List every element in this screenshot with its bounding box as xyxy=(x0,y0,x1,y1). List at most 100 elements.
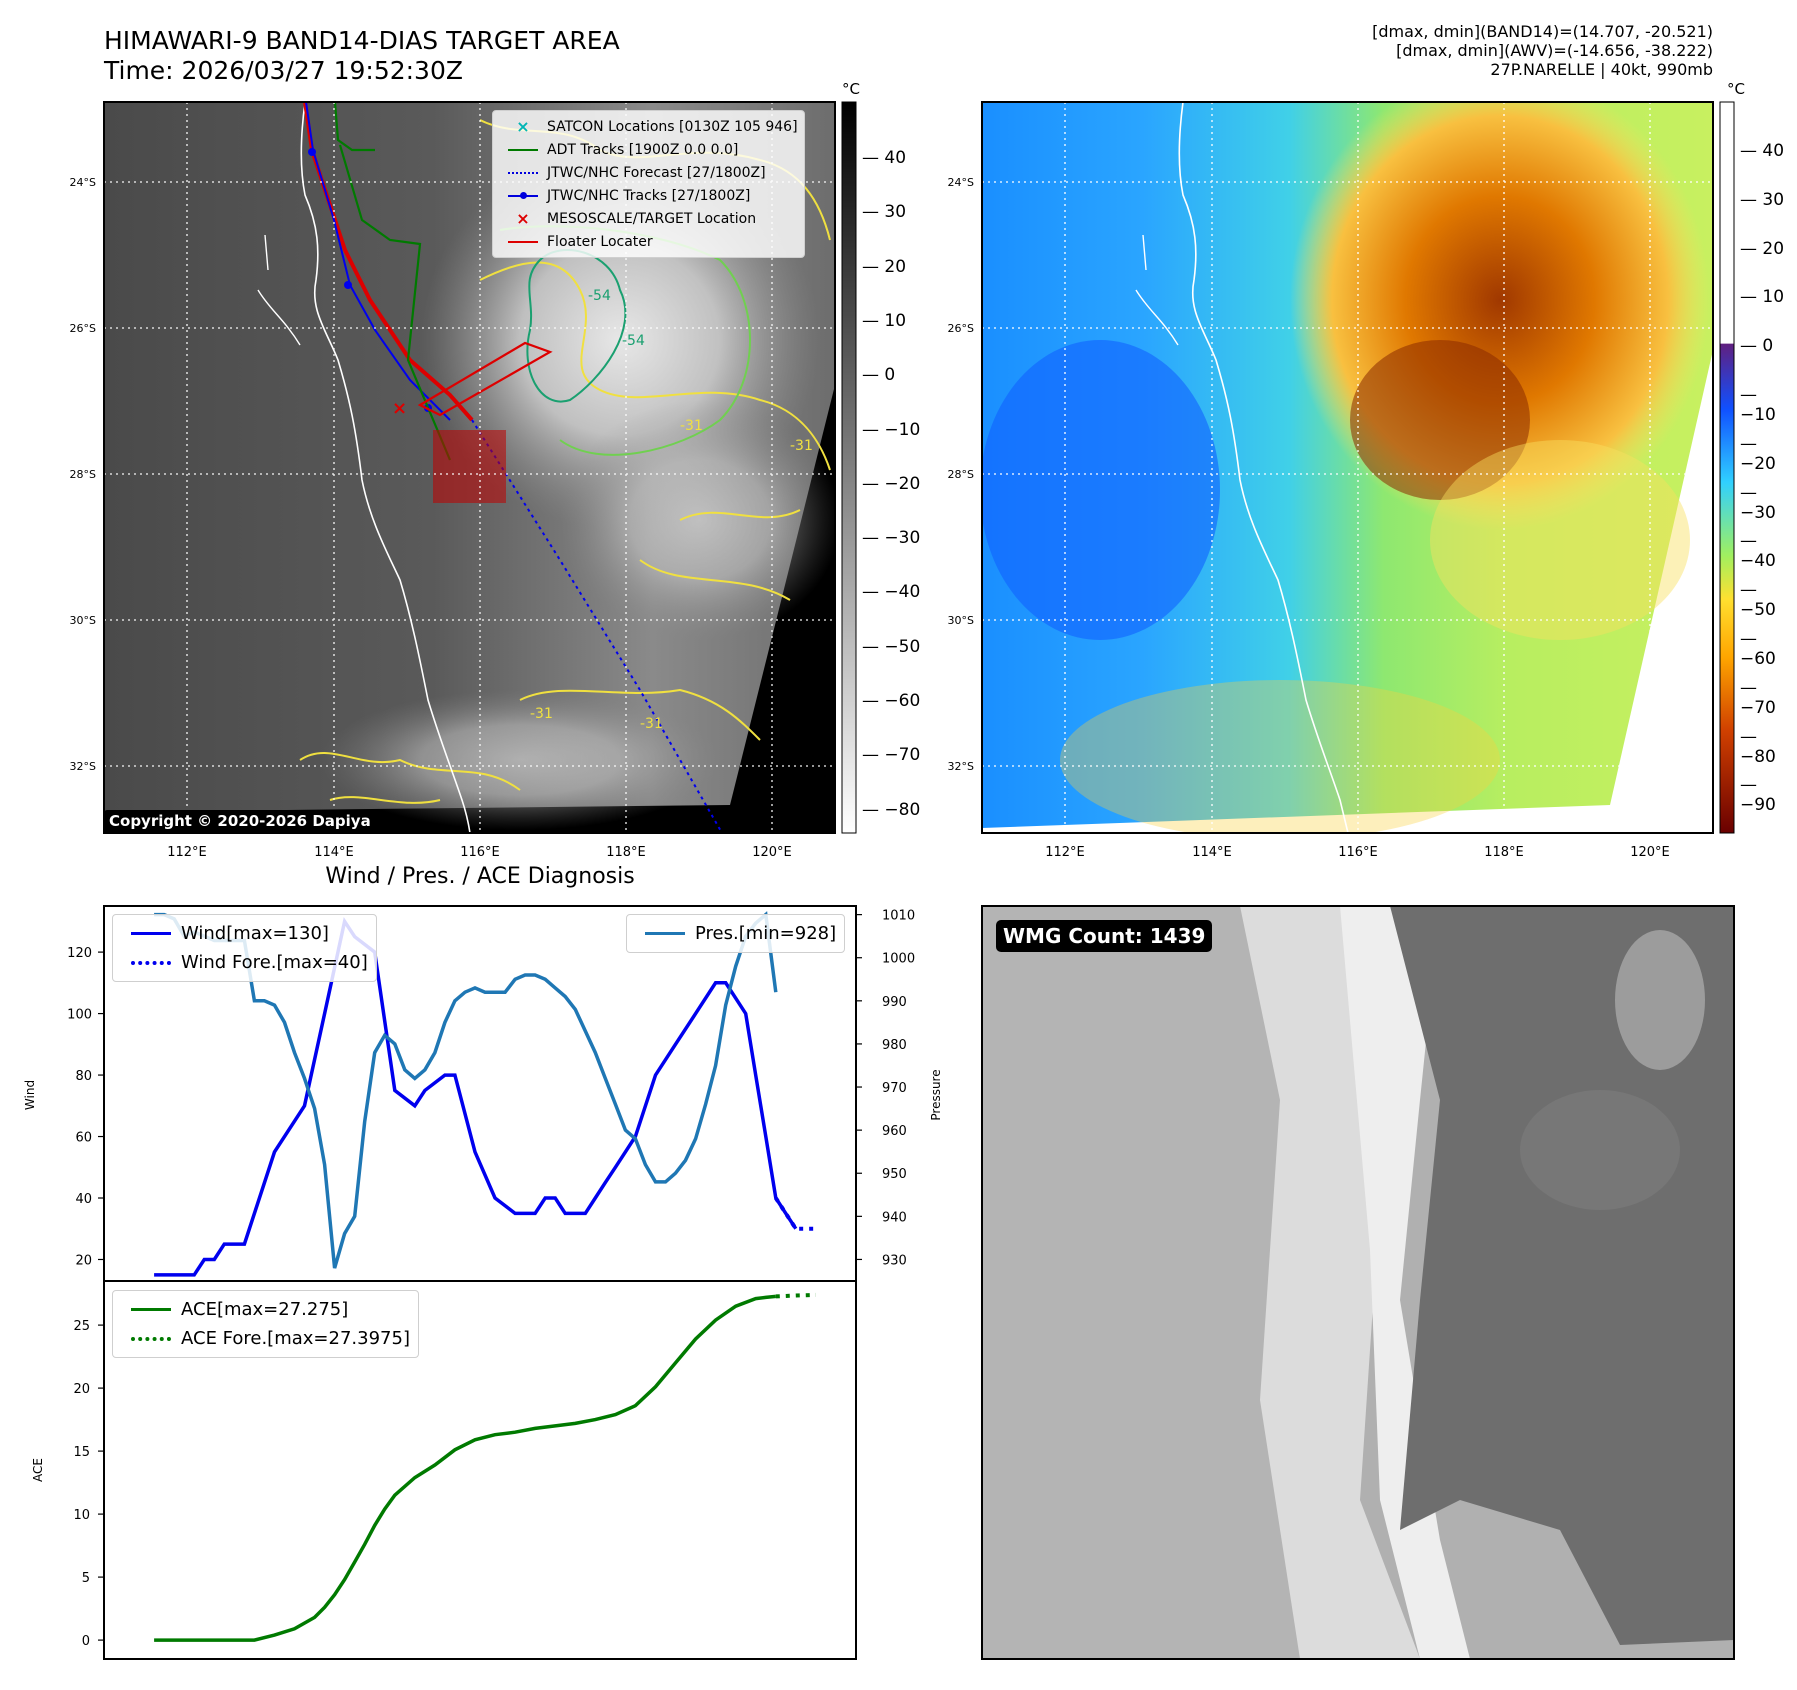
series-line-pres xyxy=(154,911,778,1269)
wind-axis-label: Wind xyxy=(23,1080,37,1110)
wind-tick-label: 100 xyxy=(67,1008,92,1023)
wmg-count-badge: WMG Count: 1439 xyxy=(996,920,1213,952)
colorbar-tick-label: — 40 xyxy=(1740,141,1785,161)
ace-axis-label: ACE xyxy=(31,1458,45,1482)
colorbar-tick-label: — −60 xyxy=(1740,629,1776,669)
color-lat-labels: 24°S 26°S 28°S 30°S 32°S xyxy=(948,176,974,773)
wmg-light-patch xyxy=(1615,930,1705,1070)
color-map-frame xyxy=(981,101,1714,834)
colorbar-tick-label: — −40 xyxy=(862,582,921,603)
pressure-tick-label: 940 xyxy=(882,1210,907,1225)
line-icon xyxy=(121,932,181,935)
legend-item-jtwc-forecast: JTWC/NHC Forecast [27/1800Z] xyxy=(499,161,798,184)
legend-label: Floater Locater xyxy=(547,233,653,250)
ir-cloud-band-south xyxy=(560,400,835,640)
colorbar-tick-label: — 0 xyxy=(862,365,896,386)
stats-line1: [dmax, dmin](BAND14)=(14.707, -20.521) xyxy=(1372,22,1713,41)
adt-track xyxy=(333,102,452,461)
color-storm-hot-spot xyxy=(1350,340,1530,500)
legend-label: Wind Fore.[max=40] xyxy=(181,952,368,973)
pressure-tick-label: 930 xyxy=(882,1253,907,1268)
title-line2: Time: 2026/03/27 19:52:30Z xyxy=(104,56,463,85)
lon-tick-label: 120°E xyxy=(752,845,792,860)
colorbar-tick-label: — 20 xyxy=(1740,238,1785,259)
jtwc-track-point xyxy=(344,281,352,289)
lon-tick-label: 112°E xyxy=(1045,845,1085,860)
series-line-ace xyxy=(154,1294,776,1642)
pressure-tick-label: 950 xyxy=(882,1167,907,1182)
contour-label: -54 xyxy=(588,288,611,304)
colorbar-tick-label: — −10 xyxy=(862,419,921,440)
colorbar-tick-label: — −60 xyxy=(862,691,921,711)
colorbar-tick-label: — 40 xyxy=(862,148,907,168)
ir-colorbar-unit: °C xyxy=(842,80,860,98)
lon-tick-label: 114°E xyxy=(314,845,354,860)
jtwc-forecast-track xyxy=(471,419,723,833)
wmg-frame xyxy=(981,905,1735,1660)
pressure-tick-label: 980 xyxy=(882,1038,907,1053)
contour-label: -31 xyxy=(640,716,663,732)
stats-line3: 27P.NARELLE | 40kt, 990mb xyxy=(1490,60,1713,79)
stats-line2: [dmax, dmin](AWV)=(-14.656, -38.222) xyxy=(1396,41,1713,60)
pressure-tick-label: 990 xyxy=(882,995,907,1010)
colorbar-tick-label: — −70 xyxy=(1740,677,1776,718)
ace-tick-label: 5 xyxy=(82,1571,90,1586)
color-coastline xyxy=(1178,102,1349,833)
legend-label: ACE[max=27.275] xyxy=(181,1299,349,1320)
lat-tick-label: 28°S xyxy=(948,468,974,481)
pressure-tick-label: 1000 xyxy=(882,952,915,967)
pressure-tick-label: 1010 xyxy=(882,909,915,924)
wind-tick-label: 80 xyxy=(75,1069,92,1084)
color-islands xyxy=(1135,234,1179,346)
title-line1: HIMAWARI-9 BAND14-DIAS TARGET AREA xyxy=(104,26,620,55)
ir-colorbar xyxy=(841,101,857,834)
lat-tick-label: 32°S xyxy=(948,760,974,773)
legend-item-ace-forecast: ACE Fore.[max=27.3975] xyxy=(121,1324,410,1353)
line-dot-icon xyxy=(499,191,547,199)
legend-item-pressure: Pres.[min=928] xyxy=(635,919,836,948)
ir-contour-yellow-south xyxy=(299,509,801,804)
legend-item-ace: ACE[max=27.275] xyxy=(121,1295,410,1324)
dotted-line-icon xyxy=(121,1336,181,1341)
legend-item-wind: Wind[max=130] xyxy=(121,919,368,948)
ace-tick-label: 25 xyxy=(73,1319,90,1334)
lon-tick-label: 116°E xyxy=(1338,845,1378,860)
map-legend: × SATCON Locations [0130Z 105 946] ADT T… xyxy=(492,110,805,258)
ir-cloud-band-bottom xyxy=(320,690,720,830)
colorbar-tick-label: — −90 xyxy=(1740,775,1776,816)
contour-label: -31 xyxy=(530,706,553,722)
legend-item-satcon: × SATCON Locations [0130Z 105 946] xyxy=(499,115,797,138)
wmg-brightest-band xyxy=(1340,906,1470,1659)
contour-label: -31 xyxy=(680,418,703,434)
ir-contour-green xyxy=(526,249,627,403)
colorbar-tick-label: — −10 xyxy=(1740,385,1776,425)
lon-tick-label: 120°E xyxy=(1630,845,1670,860)
jtwc-track-point xyxy=(308,148,316,156)
wind-legend: Wind[max=130] Wind Fore.[max=40] xyxy=(112,914,377,982)
colorbar-tick-label: — 30 xyxy=(1740,189,1785,210)
diag-title: Wind / Pres. / ACE Diagnosis xyxy=(325,864,635,889)
colorbar-tick-label: — −20 xyxy=(1740,433,1776,474)
wmg-dark-region xyxy=(1390,906,1734,1645)
wind-tick-label: 40 xyxy=(75,1192,92,1207)
colorbar-tick-label: — −50 xyxy=(862,636,921,657)
pressure-tick-label: 960 xyxy=(882,1124,907,1139)
pressure-axis-label: Pressure xyxy=(929,1069,943,1120)
stats-block: [dmax, dmin](BAND14)=(14.707, -20.521) [… xyxy=(1372,22,1713,79)
colorbar-tick-label: — −20 xyxy=(862,473,921,494)
color-map-panel xyxy=(981,101,1714,834)
line-icon xyxy=(635,932,695,935)
ace-series-layer xyxy=(154,1292,816,1642)
legend-label: Pres.[min=928] xyxy=(695,923,837,944)
colorbar-tick-label: — −70 xyxy=(862,745,921,766)
line-icon xyxy=(499,240,547,243)
lon-tick-label: 116°E xyxy=(460,845,500,860)
ir-colorbar-ticks: — 40 — 30 — 20 — 10 — 0 — −10 — −20 — −30 — −40 —… xyxy=(862,102,922,833)
colorbar-tick-label: — 10 xyxy=(862,310,907,331)
colorbar-tick-label: — −80 xyxy=(1740,726,1776,767)
colorbar-tick-label: — 30 xyxy=(862,202,907,223)
lat-tick-label: 30°S xyxy=(70,614,96,627)
ace-tick-label: 15 xyxy=(73,1445,90,1460)
wind-tick-label: 20 xyxy=(75,1253,92,1268)
color-colorbar xyxy=(1719,101,1735,834)
